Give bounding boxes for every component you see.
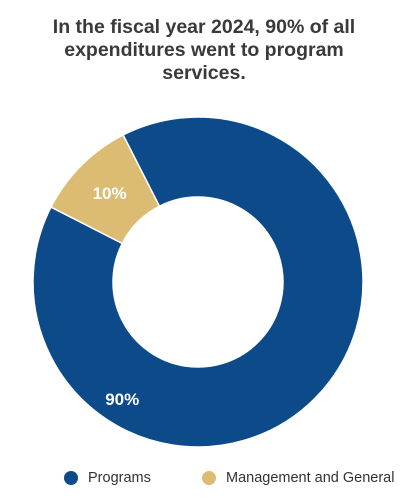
slice-label-management-and-general: 10% [93, 184, 127, 203]
slice-group [32, 116, 364, 448]
legend-label-programs: Programs [88, 470, 151, 486]
slice-label-programs: 90% [105, 390, 139, 409]
slice-management-and-general[interactable] [49, 133, 161, 245]
legend-item-programs[interactable]: Programs [64, 466, 151, 490]
chart-title: In the fiscal year 2024, 90% of all expe… [52, 16, 356, 84]
legend-swatch-programs [64, 471, 78, 485]
chart-legend: Programs Management and General [0, 466, 408, 490]
slice-programs[interactable] [32, 116, 364, 448]
legend-swatch-management-and-general [202, 471, 216, 485]
legend-item-management-and-general[interactable]: Management and General [202, 466, 394, 490]
legend-label-management-and-general: Management and General [226, 470, 395, 486]
slice-label-group: 90% 10% [93, 184, 140, 409]
